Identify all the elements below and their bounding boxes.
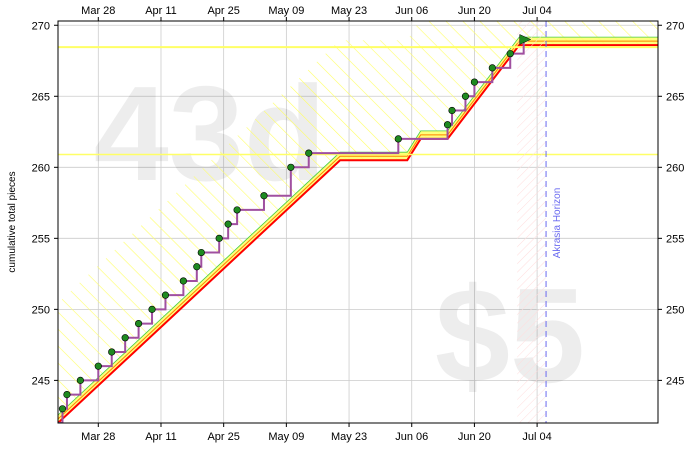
x-tick-label-top: Jul 04 (522, 5, 551, 17)
datapoint (443, 121, 452, 129)
x-tick-label-bottom: Jun 20 (458, 431, 491, 443)
akrasia-horizon (517, 21, 547, 423)
datapoints (58, 34, 532, 413)
datapoint (488, 64, 496, 72)
y-tick-label-right: 265 (666, 91, 684, 103)
datapoint (305, 149, 313, 157)
horizon-zone (517, 21, 547, 423)
datapoint (470, 78, 479, 86)
horizon-label: Akrasia Horizon (552, 188, 563, 259)
datapoint (448, 106, 456, 115)
y-tick-label-left: 260 (32, 162, 50, 174)
y-tick-label-left: 245 (32, 375, 50, 387)
y-tick-label-right: 245 (666, 375, 684, 387)
datapoint (63, 390, 71, 399)
datapoint (193, 263, 201, 271)
datapoint (215, 234, 223, 242)
y-axis-label: cumulative total pieces (7, 171, 18, 272)
y-tick-label-right: 260 (666, 162, 684, 174)
datapoint (76, 376, 84, 384)
latest-datapoint-arrow (519, 34, 532, 45)
x-tick-label-bottom: Apr 11 (145, 431, 177, 443)
plot-frame (57, 20, 659, 424)
datapoint (94, 362, 102, 370)
x-tick-label-bottom: Jul 04 (522, 431, 551, 443)
datapoint (461, 92, 470, 100)
datapoint (161, 291, 170, 299)
watermark-pledge: $5 (435, 260, 585, 411)
y-tick-label-right: 250 (666, 304, 684, 316)
datapoint (506, 50, 514, 58)
x-tick-label-top: Jun 06 (395, 5, 428, 17)
datapoint (260, 192, 268, 200)
datapoint (134, 319, 143, 328)
y-tick-label-right: 255 (666, 233, 684, 245)
x-tick-label-bottom: Mar 28 (81, 431, 115, 443)
y-tick-label-left: 255 (32, 233, 50, 245)
datapoint (148, 305, 156, 313)
x-tick-label-top: Mar 28 (81, 5, 115, 17)
datapoint (179, 277, 187, 285)
x-tick-label-bottom: May 23 (331, 431, 367, 443)
datapoint (58, 405, 67, 413)
datapoint (233, 206, 241, 214)
good-side-hatch (58, 21, 658, 423)
axes: Mar 28 Mar 28 Apr 11 Apr 11 Apr 25 Apr 25 May … (32, 5, 685, 443)
x-tick-label-bottom: Apr 25 (207, 431, 239, 443)
x-tick-label-top: May 23 (331, 5, 367, 17)
y-tick-label-left: 250 (32, 304, 50, 316)
x-tick-label-top: Apr 25 (207, 5, 239, 17)
datapoint (224, 220, 232, 228)
datapoint (197, 248, 205, 257)
x-tick-label-top: Jun 20 (458, 5, 491, 17)
datapoint (394, 135, 402, 143)
datapoint (287, 163, 295, 171)
x-tick-label-top: Apr 11 (145, 5, 177, 17)
datapoint (108, 348, 116, 356)
y-tick-label-left: 270 (32, 20, 50, 32)
x-tick-label-top: May 09 (268, 5, 304, 17)
y-tick-label-left: 265 (32, 91, 50, 103)
x-tick-label-bottom: Jun 06 (395, 431, 428, 443)
datapoint (121, 334, 129, 342)
y-tick-label-right: 270 (666, 20, 684, 32)
x-tick-label-bottom: May 09 (268, 431, 304, 443)
